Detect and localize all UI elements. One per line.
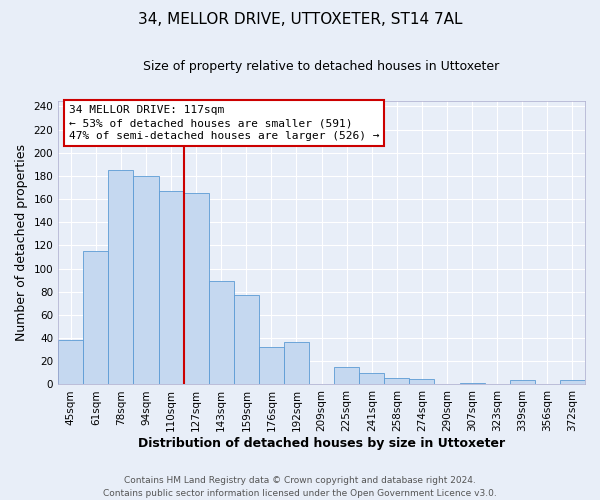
Title: Size of property relative to detached houses in Uttoxeter: Size of property relative to detached ho… (143, 60, 500, 73)
Bar (184, 194, 209, 384)
Bar (209, 282, 234, 385)
Text: 34, MELLOR DRIVE, UTTOXETER, ST14 7AL: 34, MELLOR DRIVE, UTTOXETER, ST14 7AL (138, 12, 462, 28)
Bar (234, 295, 259, 384)
Bar (133, 176, 158, 384)
Bar (58, 340, 83, 384)
Bar (334, 367, 359, 384)
Bar (109, 170, 133, 384)
Bar (409, 378, 434, 384)
Bar (259, 348, 284, 385)
Bar (359, 373, 385, 384)
Bar (83, 251, 109, 384)
X-axis label: Distribution of detached houses by size in Uttoxeter: Distribution of detached houses by size … (138, 437, 505, 450)
Bar (284, 342, 309, 384)
Bar (510, 380, 535, 384)
Y-axis label: Number of detached properties: Number of detached properties (15, 144, 28, 341)
Bar (385, 378, 409, 384)
Text: Contains HM Land Registry data © Crown copyright and database right 2024.
Contai: Contains HM Land Registry data © Crown c… (103, 476, 497, 498)
Bar (158, 191, 184, 384)
Bar (560, 380, 585, 384)
Text: 34 MELLOR DRIVE: 117sqm
← 53% of detached houses are smaller (591)
47% of semi-d: 34 MELLOR DRIVE: 117sqm ← 53% of detache… (69, 105, 379, 141)
